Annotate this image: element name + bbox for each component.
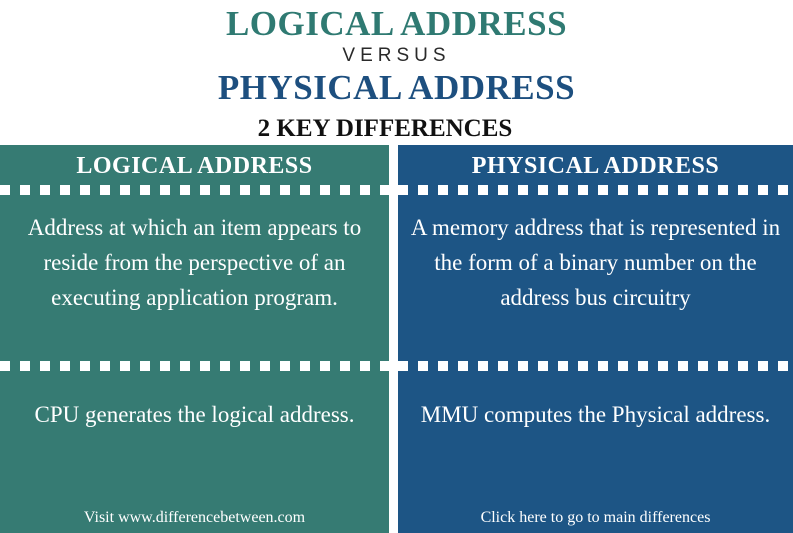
main-differences-link[interactable]: Click here to go to main differences: [480, 509, 711, 526]
logical-definition: Address at which an item appears to resi…: [27, 215, 362, 310]
dotted-divider: [0, 185, 389, 195]
physical-computation: MMU computes the Physical address.: [420, 402, 771, 427]
versus-label: VERSUS: [342, 45, 451, 66]
logical-generation: CPU generates the logical address.: [34, 402, 355, 427]
physical-definition: A memory address that is represented in …: [410, 215, 781, 310]
logical-address-column: LOGICAL ADDRESS Address at which an item…: [0, 145, 389, 533]
header: LOGICAL ADDRESS VERSUS PHYSICAL ADDRESS …: [0, 0, 793, 145]
dotted-divider: [398, 185, 793, 195]
dotted-divider: [0, 361, 389, 371]
title-physical-address: PHYSICAL ADDRESS: [217, 68, 576, 107]
column-heading-logical: LOGICAL ADDRESS: [76, 153, 313, 179]
visit-link[interactable]: Visit www.differencebetween.com: [83, 509, 306, 526]
column-heading-physical: PHYSICAL ADDRESS: [471, 153, 720, 179]
physical-address-column: PHYSICAL ADDRESS A memory address that i…: [398, 145, 793, 533]
dotted-divider: [398, 361, 793, 371]
title-logical-address: LOGICAL ADDRESS: [225, 4, 568, 43]
subtitle: 2 KEY DIFFERENCES: [257, 115, 513, 142]
